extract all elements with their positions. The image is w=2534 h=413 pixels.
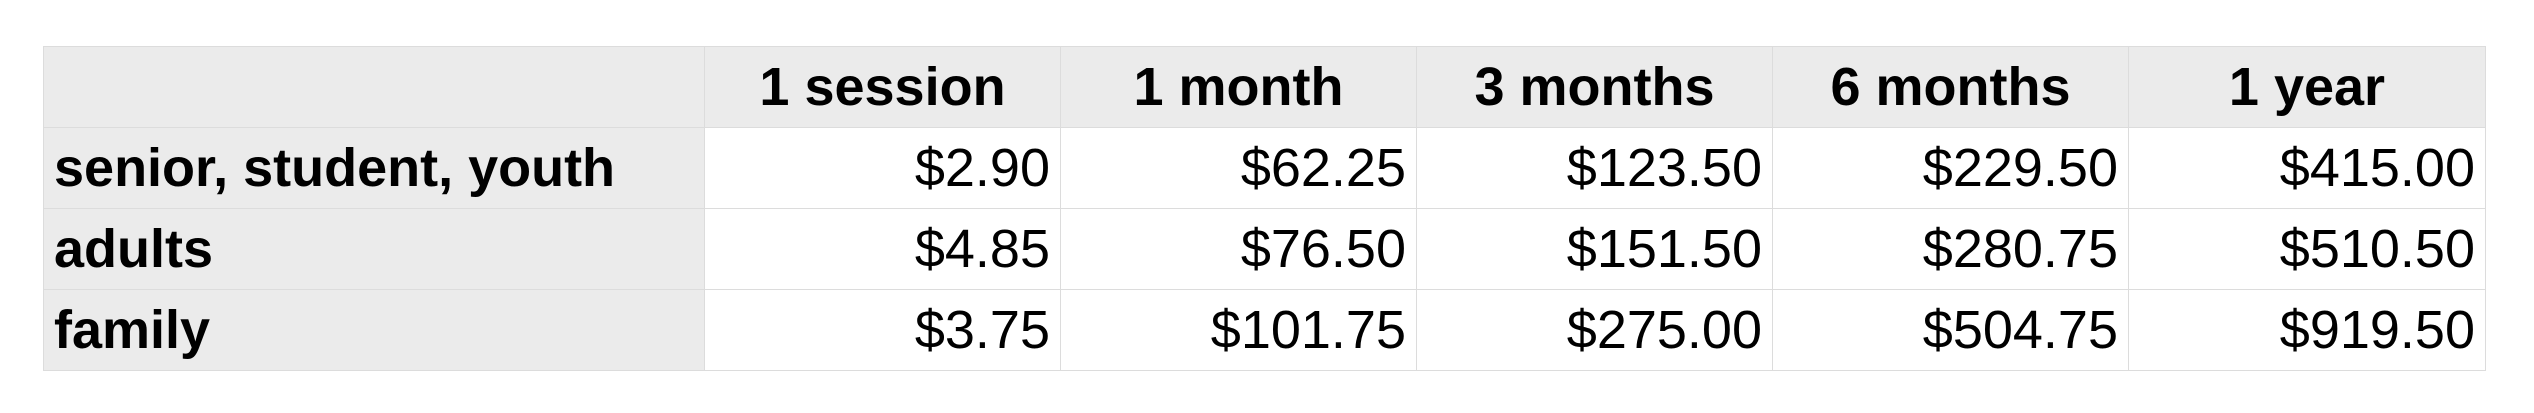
price-cell: $504.75 <box>1772 289 2129 371</box>
price-cell: $275.00 <box>1416 289 1773 371</box>
price-cell: $510.50 <box>2128 208 2486 290</box>
price-cell: $151.50 <box>1416 208 1773 290</box>
row-label-family: family <box>43 289 705 371</box>
price-cell: $76.50 <box>1060 208 1417 290</box>
column-header-3-months: 3 months <box>1416 46 1773 128</box>
column-header-1-session: 1 session <box>704 46 1061 128</box>
price-cell: $2.90 <box>704 127 1061 209</box>
price-cell: $280.75 <box>1772 208 2129 290</box>
price-cell: $123.50 <box>1416 127 1773 209</box>
column-header-6-months: 6 months <box>1772 46 2129 128</box>
table-row: adults $4.85 $76.50 $151.50 $280.75 $510… <box>43 208 2486 290</box>
row-label-senior-student-youth: senior, student, youth <box>43 127 705 209</box>
price-cell: $101.75 <box>1060 289 1417 371</box>
column-header-1-month: 1 month <box>1060 46 1417 128</box>
corner-cell <box>43 46 705 128</box>
price-cell: $4.85 <box>704 208 1061 290</box>
price-cell: $62.25 <box>1060 127 1417 209</box>
price-cell: $919.50 <box>2128 289 2486 371</box>
price-cell: $229.50 <box>1772 127 2129 209</box>
table-row: family $3.75 $101.75 $275.00 $504.75 $91… <box>43 289 2486 371</box>
row-label-adults: adults <box>43 208 705 290</box>
column-header-1-year: 1 year <box>2128 46 2486 128</box>
header-row: 1 session 1 month 3 months 6 months 1 ye… <box>43 46 2486 128</box>
table-row: senior, student, youth $2.90 $62.25 $123… <box>43 127 2486 209</box>
price-cell: $415.00 <box>2128 127 2486 209</box>
price-cell: $3.75 <box>704 289 1061 371</box>
pricing-table: 1 session 1 month 3 months 6 months 1 ye… <box>43 46 2486 371</box>
